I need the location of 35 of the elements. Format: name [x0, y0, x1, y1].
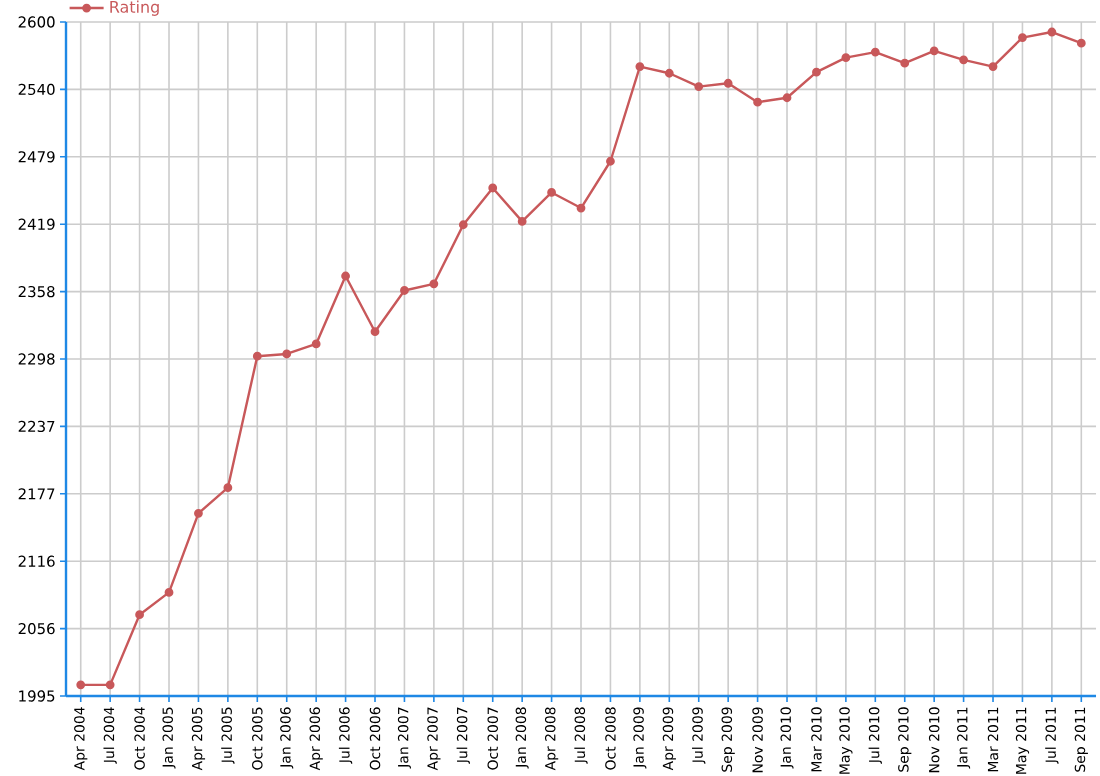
point — [753, 97, 762, 107]
point — [900, 58, 910, 68]
point — [1018, 33, 1027, 42]
point — [1076, 38, 1086, 48]
point — [105, 680, 115, 690]
point — [311, 339, 321, 349]
point — [76, 680, 86, 690]
point — [282, 349, 292, 359]
point — [400, 286, 409, 295]
point — [782, 93, 792, 103]
point — [870, 47, 880, 57]
point — [959, 55, 968, 65]
point — [194, 508, 203, 518]
point — [988, 62, 998, 71]
point — [164, 588, 174, 597]
point — [576, 203, 586, 213]
point — [517, 217, 527, 226]
point — [135, 610, 144, 620]
point — [635, 62, 645, 71]
point — [341, 271, 350, 281]
point — [458, 220, 468, 230]
point — [370, 327, 380, 337]
point — [1047, 27, 1057, 37]
point — [606, 156, 615, 166]
point — [664, 68, 674, 78]
point — [812, 67, 821, 77]
point — [252, 351, 262, 361]
point — [488, 183, 498, 193]
point — [723, 78, 733, 88]
point — [694, 82, 704, 91]
point — [841, 53, 851, 63]
point — [429, 279, 439, 289]
point — [547, 188, 556, 197]
point — [929, 46, 939, 56]
point — [223, 483, 233, 493]
